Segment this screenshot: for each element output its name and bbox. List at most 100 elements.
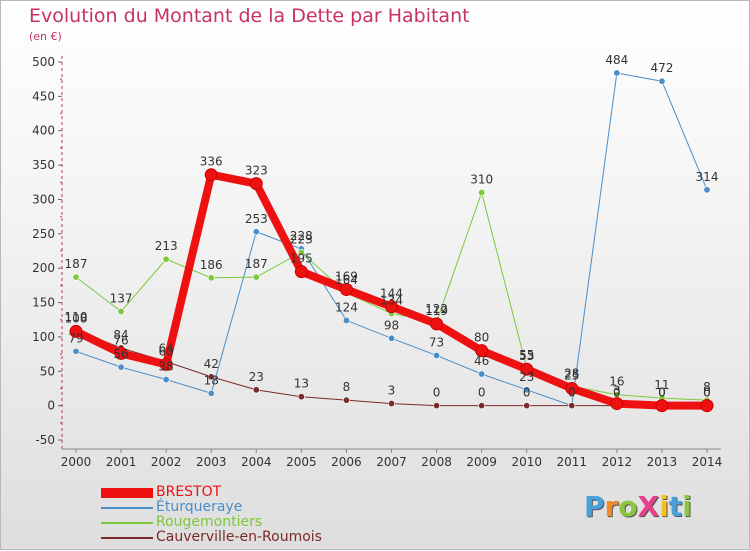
data-label: 76 <box>113 333 128 347</box>
data-label: 187 <box>65 257 88 271</box>
data-label: 25 <box>564 368 579 382</box>
x-tick-label: 2000 <box>61 455 92 469</box>
data-label: 134 <box>380 294 403 308</box>
data-point <box>297 248 305 256</box>
data-point <box>162 376 170 384</box>
data-label: 0 <box>613 386 621 400</box>
data-label: 3 <box>613 384 621 398</box>
x-tick-label: 2005 <box>286 455 317 469</box>
data-label: 0 <box>658 386 666 400</box>
data-point <box>658 77 666 85</box>
y-minor-tick <box>60 422 62 424</box>
y-minor-tick <box>60 318 62 321</box>
data-label: 73 <box>429 335 444 349</box>
y-tick-label: 50 <box>40 364 55 378</box>
data-point <box>523 386 531 394</box>
y-minor-tick <box>60 112 62 115</box>
data-label: 0 <box>568 386 576 400</box>
data-label: 108 <box>65 311 88 325</box>
data-label: 0 <box>568 386 576 400</box>
data-point <box>252 273 260 281</box>
data-point <box>117 363 125 371</box>
data-label: 314 <box>696 170 719 184</box>
x-tick-label: 2002 <box>151 455 182 469</box>
data-point <box>700 399 714 413</box>
data-label: 169 <box>335 269 358 283</box>
chart-subtitle: (en €) <box>29 30 62 43</box>
data-label: 8 <box>703 380 711 394</box>
data-label: 122 <box>425 302 448 316</box>
x-tick-label: 2010 <box>511 455 542 469</box>
y-minor-tick <box>60 78 62 80</box>
data-point <box>207 389 215 397</box>
data-label: 23 <box>519 370 534 384</box>
legend-swatch <box>101 537 153 539</box>
data-point <box>478 189 486 197</box>
y-tick-label: 0 <box>47 399 55 413</box>
chart-title: Evolution du Montant de la Dette par Hab… <box>29 5 470 27</box>
data-label: 0 <box>703 386 711 400</box>
data-point <box>478 370 486 378</box>
data-point <box>342 316 350 324</box>
data-label: 56 <box>113 347 128 361</box>
data-label: 164 <box>335 273 358 287</box>
y-minor-tick <box>60 147 62 149</box>
data-point <box>387 334 395 342</box>
data-point <box>475 344 489 358</box>
y-tick-label: 200 <box>32 261 55 275</box>
data-point <box>69 324 83 338</box>
data-label: 55 <box>519 348 534 362</box>
y-tick-label: 450 <box>32 89 55 103</box>
legend-swatch <box>101 488 153 498</box>
data-label: 144 <box>380 287 403 301</box>
data-label: 84 <box>113 328 128 342</box>
data-label: 223 <box>290 232 313 246</box>
legend-label: Cauverville-en-Roumois <box>156 529 322 545</box>
legend-label: Rougemontiers <box>156 514 263 530</box>
data-label: 137 <box>110 291 133 305</box>
x-tick-label: 2011 <box>557 455 588 469</box>
y-tick-label: 150 <box>32 296 55 310</box>
data-label: 53 <box>519 349 534 363</box>
data-label: 28 <box>564 366 579 380</box>
data-point <box>385 300 398 314</box>
data-label: 18 <box>204 373 219 387</box>
x-tick-label: 2009 <box>466 455 497 469</box>
data-label: 16 <box>609 375 624 389</box>
data-label: 110 <box>65 310 88 324</box>
data-point <box>703 186 711 194</box>
data-point <box>655 399 669 413</box>
data-label: 195 <box>290 252 313 266</box>
y-minor-tick <box>60 181 62 184</box>
x-tick-label: 2004 <box>241 455 272 469</box>
y-tick-label: 400 <box>32 124 55 138</box>
y-minor-tick <box>60 284 62 287</box>
data-label: 124 <box>335 300 358 314</box>
data-label: 323 <box>245 164 268 178</box>
data-point <box>72 273 80 281</box>
data-point <box>249 177 263 191</box>
data-label: 46 <box>474 354 489 368</box>
data-point <box>433 351 441 359</box>
x-tick-label: 2012 <box>602 455 633 469</box>
data-label: 13 <box>294 377 309 391</box>
x-tick-label: 2007 <box>376 455 407 469</box>
data-label: 119 <box>425 304 448 318</box>
data-label: 253 <box>245 212 268 226</box>
data-label: 484 <box>605 53 628 67</box>
data-label: 98 <box>384 318 399 332</box>
data-label: 0 <box>433 386 441 400</box>
data-label: 42 <box>204 357 219 371</box>
data-point <box>294 265 308 279</box>
data-point <box>162 255 170 263</box>
x-tick-label: 2014 <box>692 455 723 469</box>
data-label: 79 <box>68 331 83 345</box>
x-tick-label: 2013 <box>647 455 678 469</box>
data-label: 8 <box>343 380 351 394</box>
data-point <box>478 402 486 410</box>
y-tick-label: 250 <box>32 227 55 241</box>
data-label: 80 <box>474 331 489 345</box>
data-point <box>339 282 353 296</box>
